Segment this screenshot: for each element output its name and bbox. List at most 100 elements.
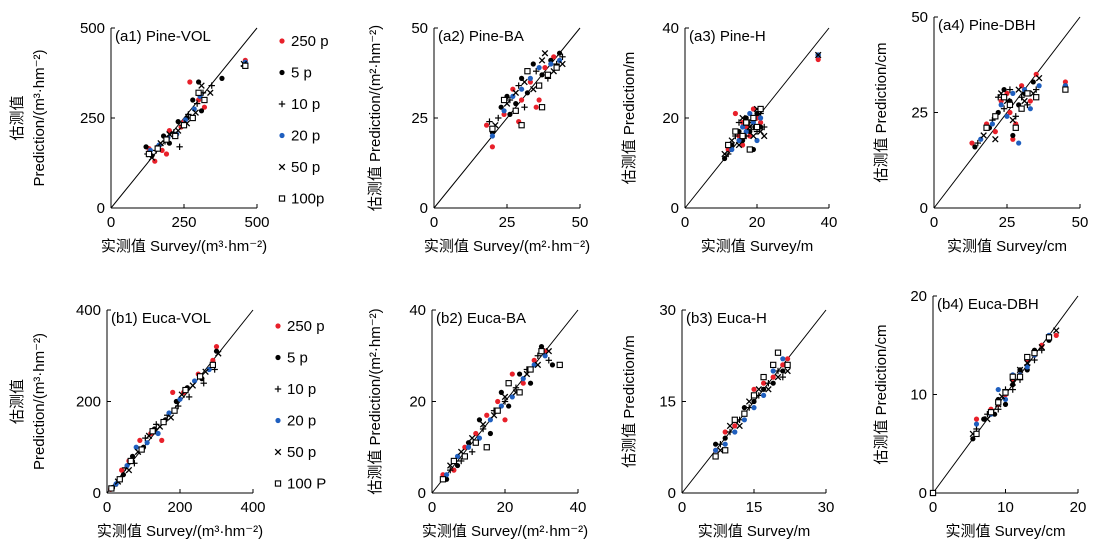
- data-point: [495, 398, 501, 405]
- data-point: [208, 82, 215, 89]
- data-point: [506, 403, 512, 409]
- data-point: [177, 396, 183, 402]
- data-point: [1023, 359, 1031, 367]
- data-point: [144, 440, 150, 446]
- scatter-panel: 0 15 30 0 15 30 (b3) Euca-H 实测值 Survey/m 估测值 Pre…: [621, 302, 834, 540]
- data-point: [187, 79, 193, 85]
- y-tick-label: 20: [409, 394, 426, 411]
- data-point: [206, 366, 212, 373]
- series-100p: [725, 105, 764, 153]
- series-100p: [489, 64, 560, 132]
- data-point: [717, 441, 724, 448]
- x-tick-label: 200: [167, 499, 192, 516]
- data-point: [1016, 140, 1022, 146]
- data-point: [465, 444, 472, 450]
- y-tick-label: 250: [80, 110, 105, 127]
- data-point: [1033, 94, 1040, 101]
- data-point: [1024, 90, 1031, 97]
- data-point: [119, 467, 125, 473]
- panel-title: (b3) Euca-H: [686, 310, 767, 327]
- data-point: [495, 114, 502, 122]
- data-point: [542, 65, 548, 71]
- data-point: [509, 371, 515, 377]
- data-point: [757, 105, 764, 113]
- data-point: [785, 356, 791, 362]
- data-point: [512, 107, 519, 114]
- data-point: [465, 440, 472, 446]
- data-point: [765, 380, 772, 387]
- data-point: [1062, 79, 1068, 85]
- data-point: [149, 428, 156, 435]
- data-point: [1021, 97, 1028, 105]
- x-tick-label: 0: [430, 214, 438, 231]
- y-tick-label: 400: [76, 302, 101, 319]
- series-10p: [974, 86, 1040, 147]
- series-20p: [713, 356, 786, 453]
- data-point: [559, 53, 566, 60]
- panel-title: (b2) Euca-BA: [436, 310, 526, 327]
- data-point: [1027, 106, 1033, 112]
- data-point: [784, 361, 791, 369]
- data-point: [157, 139, 164, 147]
- y-tick-label: 0: [418, 485, 426, 502]
- legend-label: 5 p: [287, 350, 308, 367]
- data-point: [750, 132, 757, 140]
- data-point: [739, 132, 746, 140]
- data-point: [500, 96, 508, 104]
- data-point: [973, 421, 980, 427]
- data-point: [515, 82, 522, 89]
- data-point: [732, 128, 739, 135]
- data-point: [274, 448, 282, 456]
- data-point: [992, 129, 998, 135]
- data-point: [476, 417, 483, 423]
- data-point: [454, 453, 461, 459]
- data-point: [138, 446, 145, 453]
- legend-label: 10 p: [287, 381, 316, 398]
- series-100p: [145, 62, 249, 158]
- legend-item: 10 p: [274, 381, 316, 398]
- y-axis-label: 估测值: [9, 379, 26, 424]
- data-point: [549, 362, 556, 368]
- data-point: [1010, 132, 1016, 139]
- data-point: [726, 428, 734, 436]
- y-tick-label: 0: [668, 485, 676, 502]
- data-point: [750, 106, 757, 112]
- data-point: [527, 380, 534, 386]
- data-point: [535, 82, 543, 89]
- data-point: [461, 453, 468, 460]
- data-point: [476, 435, 483, 441]
- data-point: [108, 485, 115, 492]
- data-point: [487, 417, 493, 423]
- data-point: [712, 453, 719, 460]
- legend-item: 250 p: [279, 33, 329, 50]
- data-point: [553, 64, 560, 71]
- series-100p: [108, 361, 216, 492]
- data-point: [192, 109, 199, 116]
- data-point: [815, 56, 821, 63]
- data-point: [1010, 136, 1016, 142]
- data-point: [163, 151, 170, 157]
- data-point: [741, 405, 748, 411]
- data-point: [462, 444, 468, 450]
- data-point: [530, 61, 536, 67]
- scatter-panel: 0 20 40 0 20 40 (b2) Euca-BA 实测值 Survey/(m²·hm⁻…: [367, 302, 588, 540]
- data-point: [275, 354, 281, 361]
- x-tick-label: 250: [171, 214, 196, 231]
- data-point: [517, 371, 523, 377]
- data-point: [753, 123, 761, 131]
- data-point: [774, 367, 782, 375]
- data-point: [498, 104, 504, 110]
- x-tick-label: 40: [821, 214, 838, 231]
- data-point: [520, 376, 526, 382]
- data-point: [995, 386, 1001, 393]
- data-point: [740, 142, 746, 148]
- y-axis-label: 估测值 Prediction/(m²·hm⁻²): [367, 25, 384, 211]
- series-10p: [111, 366, 218, 490]
- data-point: [1027, 98, 1033, 104]
- data-point: [736, 137, 742, 144]
- data-point: [1000, 105, 1008, 112]
- y-tick-label: 200: [76, 394, 101, 411]
- data-point: [780, 362, 786, 368]
- data-point: [758, 119, 764, 126]
